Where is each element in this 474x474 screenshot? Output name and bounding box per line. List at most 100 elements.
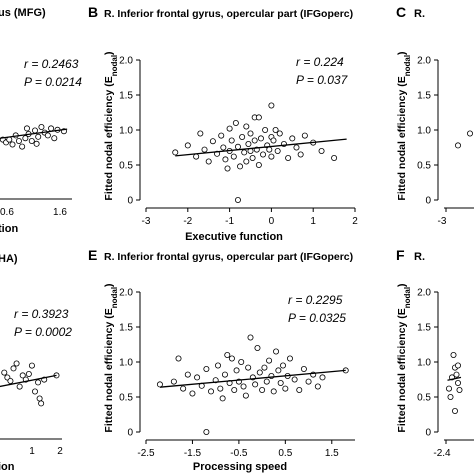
panel-b-point	[262, 127, 269, 134]
panel-f-ytick-label: 1.0	[417, 358, 431, 369]
panel-f-point	[451, 407, 458, 414]
panel-e-point	[231, 386, 238, 393]
panel-e-point	[228, 355, 235, 362]
panel-a-point	[15, 137, 22, 144]
panel-b-point	[276, 130, 283, 137]
panel-a-stat-p: P = 0.0214	[24, 75, 82, 89]
panel-b-xtick-label: -1	[225, 216, 234, 227]
panel-b-point	[232, 120, 239, 127]
panel-b-point	[201, 146, 208, 153]
panel-b-ytick-label: 0	[127, 196, 133, 207]
panel-f-point	[447, 393, 454, 400]
panel-b-point	[234, 143, 241, 150]
panel-e-point	[300, 365, 307, 372]
panel-b-point	[255, 114, 262, 121]
panel-b-point	[318, 147, 325, 154]
panel-b-point	[260, 151, 267, 158]
panel-b-xtick-label: -2	[183, 216, 192, 227]
panel-e-point	[252, 381, 259, 388]
panel-e-ytick-label: 0.5	[119, 393, 133, 404]
panel-b-point	[297, 151, 304, 158]
panel-a-stat-r: r = 0.2463	[24, 57, 79, 71]
panel-e-point	[296, 386, 303, 393]
panel-f-point	[450, 351, 457, 358]
panel-b-point	[243, 123, 250, 130]
panel-d-point	[36, 395, 43, 402]
panel-e-point	[208, 388, 215, 395]
panel-e-point	[240, 383, 247, 390]
panel-d-title: HA)	[0, 253, 18, 265]
panel-d-point	[7, 377, 14, 384]
panel-e: E R. Inferior frontal gyrus, opercular p…	[88, 247, 355, 473]
panel-a-xlabel: tion	[0, 223, 18, 235]
panel-a-point	[22, 135, 29, 142]
panel-b-point	[237, 163, 244, 170]
panel-e-xtick-label: -1.5	[184, 448, 202, 459]
panel-e-point	[224, 351, 231, 358]
panel-a-title: us (MFG)	[0, 7, 46, 19]
panel-b-ytick-label: 1.5	[119, 91, 133, 102]
panel-c: C R. 0 0.5 1.0 1.5 2.0 -3 Fitted nodal effici…	[396, 4, 474, 227]
panel-a-point	[44, 132, 51, 139]
panel-a-point	[9, 141, 16, 148]
panel-b-ytick-label: 1.0	[119, 126, 133, 137]
panel-b-point	[245, 140, 252, 147]
panel-b-point	[230, 153, 237, 160]
panel-d: HA) r = 0.3923 P = 0.0002 1 2 ion	[0, 253, 72, 473]
panel-b-point	[272, 127, 279, 134]
panel-e-point	[273, 348, 280, 355]
panel-e-point	[247, 334, 254, 341]
panel-a-point	[23, 125, 30, 132]
panel-e-point	[282, 385, 289, 392]
panel-d-xtick-label: 1	[29, 446, 35, 457]
panel-e-stat-p: P = 0.0325	[288, 311, 346, 325]
panel-a-point	[32, 127, 39, 134]
panel-b-point	[285, 154, 292, 161]
panel-e-point	[275, 367, 282, 374]
panel-d-fit-line	[0, 374, 57, 388]
panel-e-point	[291, 376, 298, 383]
panel-d-point	[10, 365, 17, 372]
panel-c-ytick-label: 1.0	[417, 126, 431, 137]
panel-c-xtick-label: -3	[438, 216, 447, 227]
panel-e-point	[219, 395, 226, 402]
panel-e-point	[270, 388, 277, 395]
panel-b-ytick-label: 0.5	[119, 161, 133, 172]
panel-a-point	[48, 125, 55, 132]
panel-b-point	[239, 133, 246, 140]
panel-d-points	[0, 360, 60, 407]
panel-a-point	[51, 135, 58, 142]
panel-b-ylabel: Fitted nodal efficiency (Enodal)	[103, 51, 119, 200]
panel-d-point	[19, 372, 26, 379]
panel-e-ylabel: Fitted nodal efficiency (Enodal)	[103, 283, 119, 432]
panel-a-points	[0, 124, 68, 150]
panel-d-point	[35, 379, 42, 386]
panel-b-point	[301, 132, 308, 139]
panel-e-point	[238, 358, 245, 365]
panel-b-xlabel: Executive function	[185, 231, 283, 243]
panel-e-xtick-label: 1.5	[325, 448, 339, 459]
panel-f-label: F	[396, 247, 405, 263]
panel-f-ytick-label: 1.5	[417, 323, 431, 334]
panel-b-stat-p: P = 0.037	[296, 73, 349, 87]
panel-e-xtick-label: 0.5	[278, 448, 292, 459]
panel-d-point	[13, 360, 20, 367]
panel-f-point	[445, 385, 452, 392]
panel-d-xlabel: ion	[0, 461, 15, 473]
panel-c-title: R.	[414, 8, 425, 20]
panel-b-xtick-label: 1	[310, 216, 316, 227]
panel-f-point	[453, 371, 460, 378]
panel-a-point	[33, 140, 40, 147]
panel-e-point	[203, 365, 210, 372]
panel-f-ytick-label: 2.0	[417, 288, 431, 299]
panel-b-point	[247, 130, 254, 137]
panel-e-stat-r: r = 0.2295	[288, 293, 343, 307]
panel-b-point	[220, 144, 227, 151]
panel-b-point	[226, 125, 233, 132]
panel-f-fit-line	[447, 376, 462, 381]
panel-c-ytick-label: 0	[425, 196, 431, 207]
panel-e-point	[189, 390, 196, 397]
panel-e-point	[221, 371, 228, 378]
panel-b-point	[224, 165, 231, 172]
